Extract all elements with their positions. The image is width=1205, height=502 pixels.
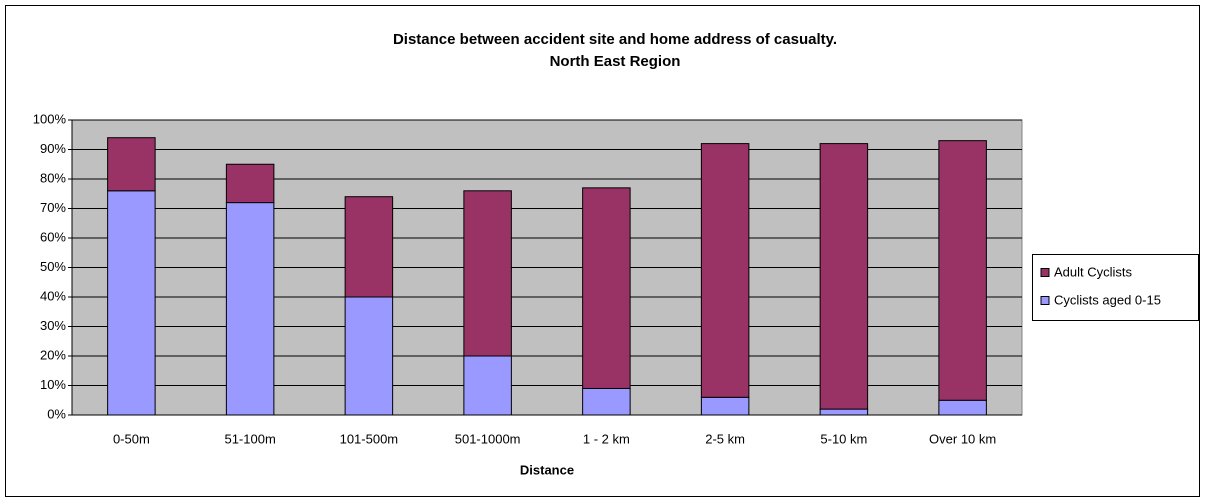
x-tick-label: 501-1000m: [455, 431, 521, 446]
x-tick-label: 101-500m: [340, 431, 399, 446]
y-tick-label: 10%: [40, 377, 66, 392]
bar-segment: [344, 196, 394, 298]
legend-swatch: [1040, 268, 1050, 277]
bar-segment: [107, 137, 156, 192]
x-tick-label: Over 10 km: [929, 431, 996, 446]
x-tick-label: 2-5 km: [705, 431, 745, 446]
bar-segment: [225, 202, 275, 416]
legend-swatch: [1040, 296, 1050, 305]
bar-segment: [819, 143, 869, 410]
y-tick-label: 0%: [47, 406, 66, 421]
bar-segment: [938, 140, 987, 401]
bar-segment: [700, 396, 750, 416]
y-tick-label: 50%: [40, 259, 66, 274]
legend-label: Adult Cyclists: [1054, 264, 1133, 279]
bar-segment: [819, 408, 869, 416]
y-tick-label: 30%: [40, 318, 66, 333]
x-tick-label: 51-100m: [224, 431, 275, 446]
bar-segment: [582, 187, 631, 389]
x-axis-label: Distance: [520, 462, 574, 477]
legend-box: [1032, 254, 1199, 321]
bar-segment: [938, 399, 987, 416]
x-tick-label: 5-10 km: [820, 431, 867, 446]
legend-label: Cyclists aged 0-15: [1054, 292, 1161, 307]
x-tick-label: 1 - 2 km: [583, 431, 630, 446]
bar-segment: [700, 143, 750, 398]
bar-segment: [107, 190, 156, 416]
bar-segment: [463, 355, 512, 416]
y-tick-label: 20%: [40, 347, 66, 362]
y-tick-label: 80%: [40, 170, 66, 185]
y-tick-label: 60%: [40, 229, 66, 244]
bar-segment: [344, 296, 394, 416]
chart-subtitle: North East Region: [550, 53, 681, 70]
bar-segment: [582, 387, 631, 416]
bar-segment: [463, 190, 512, 357]
y-tick-label: 70%: [40, 200, 66, 215]
bar-segment: [225, 163, 275, 204]
y-tick-label: 100%: [33, 111, 67, 126]
chart-title: Distance between accident site and home …: [393, 31, 837, 48]
x-tick-label: 0-50m: [113, 431, 150, 446]
y-tick-label: 90%: [40, 141, 66, 156]
y-tick-label: 40%: [40, 288, 66, 303]
